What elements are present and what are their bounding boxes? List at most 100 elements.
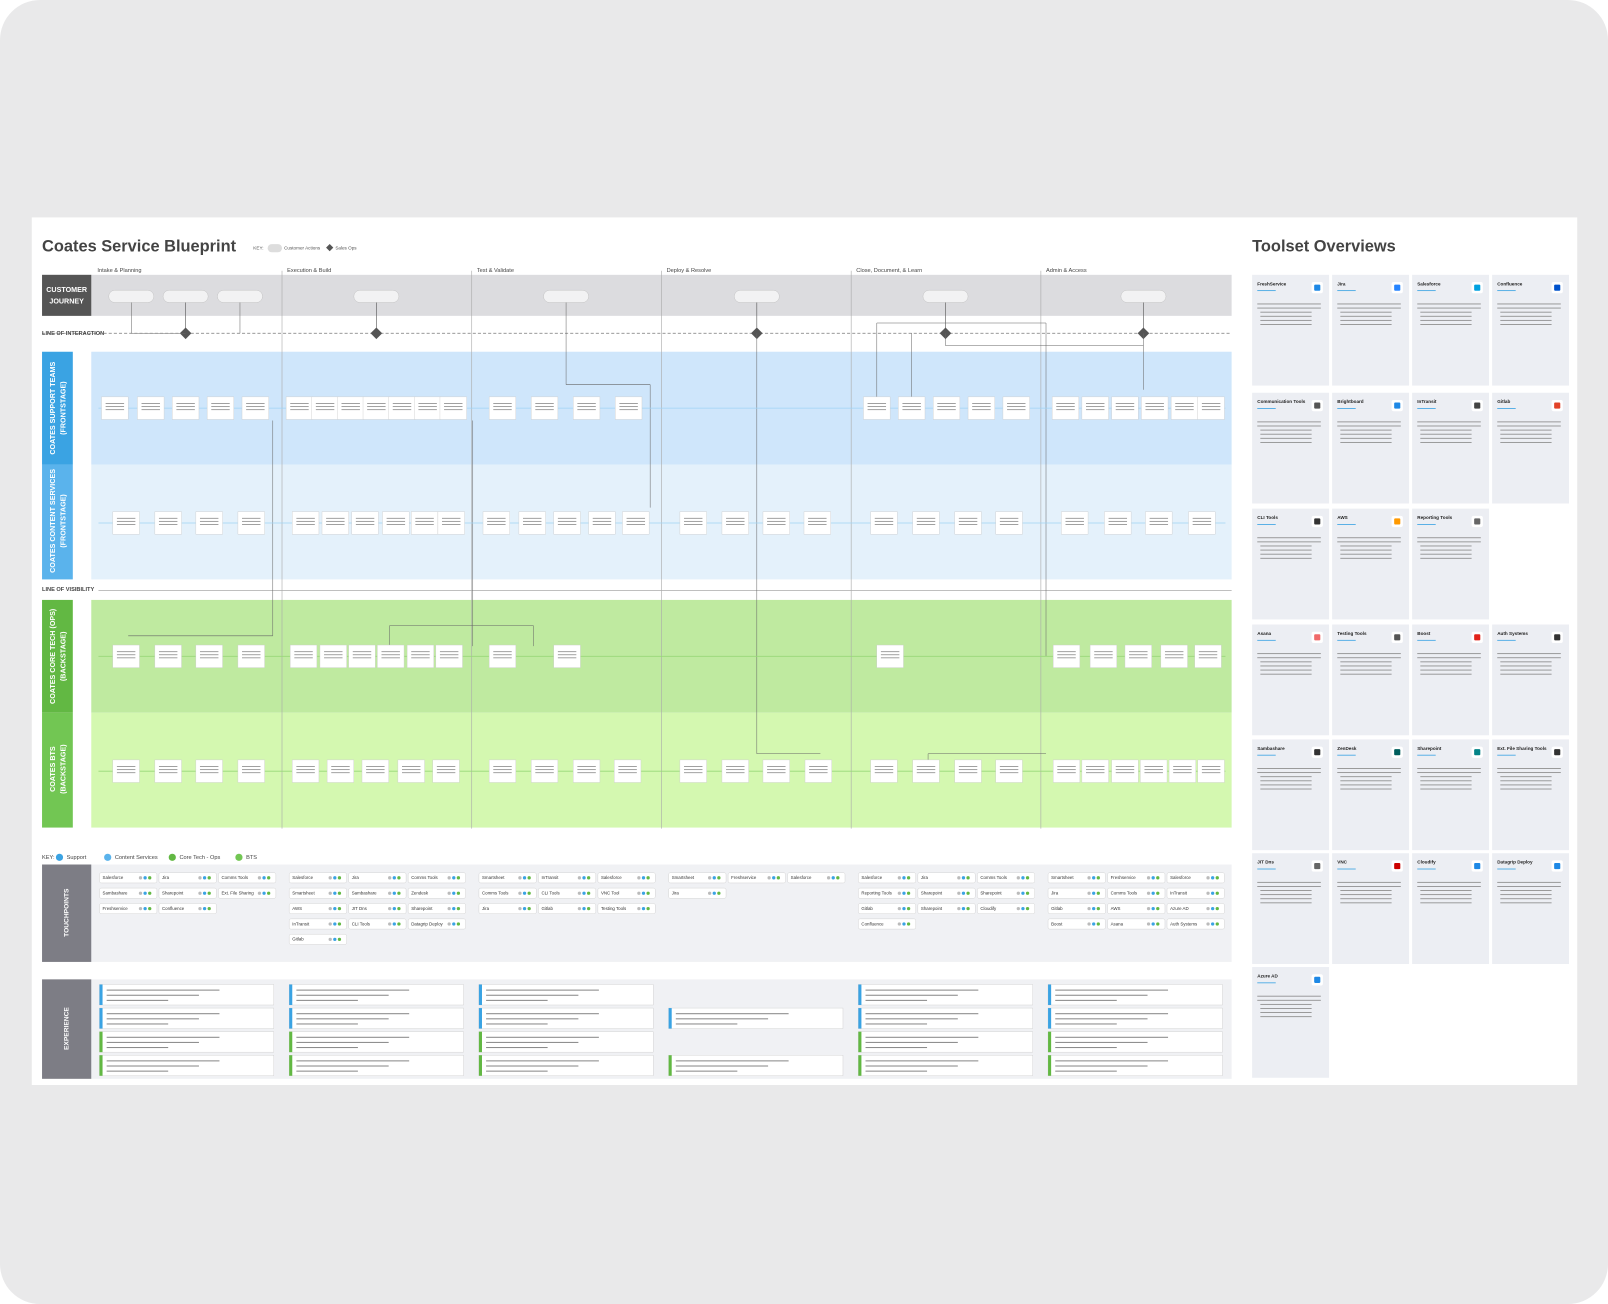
- text-line: [1420, 788, 1472, 790]
- touchpoint-dot: [1146, 906, 1151, 911]
- text-line: [1257, 290, 1276, 292]
- text-line: [116, 769, 136, 771]
- text-line: [418, 409, 437, 411]
- text-line: [1337, 772, 1401, 774]
- step-box: [1052, 644, 1081, 668]
- text-line: [874, 517, 894, 519]
- touchpoint-chip: [727, 872, 786, 884]
- step-box: [439, 396, 467, 420]
- touchpoint-dot: [527, 891, 531, 895]
- text-line: [211, 406, 230, 408]
- key-diamond: [326, 244, 334, 252]
- text-line: [1417, 886, 1481, 887]
- text-line: [1260, 553, 1312, 555]
- text: Freshservice: [103, 906, 129, 911]
- text-line: [557, 651, 577, 653]
- text-line: [1420, 315, 1472, 317]
- diamond: [370, 327, 383, 340]
- text-line: [535, 766, 554, 767]
- touchpoint-chip: [288, 887, 347, 899]
- touchpoint-dot: [717, 876, 721, 880]
- text-line: [392, 406, 412, 408]
- touchpoint-dot: [577, 906, 582, 911]
- touchpoint-chip: [158, 903, 217, 914]
- step-box: [154, 759, 182, 783]
- touchpoint-dot: [518, 906, 522, 911]
- text-line: [158, 657, 178, 659]
- step-box: [804, 759, 832, 783]
- touchpoint-dot: [961, 876, 966, 880]
- text: FreshService: [1257, 281, 1286, 286]
- text-line: [619, 409, 638, 411]
- text-line: [1257, 868, 1276, 870]
- text-line: [1497, 886, 1561, 887]
- step-box: [1081, 396, 1109, 420]
- text-line: [199, 766, 219, 767]
- text-line: [1086, 403, 1105, 404]
- touchpoint-dot: [456, 922, 461, 926]
- text-line: [1055, 1013, 1169, 1015]
- text-line: [1337, 541, 1401, 543]
- touchpoint-dot: [328, 937, 332, 941]
- text-line: [1417, 303, 1481, 305]
- text-line: [1198, 654, 1218, 656]
- text-line: [1149, 517, 1169, 519]
- step-box: [437, 511, 465, 535]
- text-line: [1175, 403, 1194, 404]
- text: InTransit: [541, 875, 559, 880]
- text-line: [1260, 549, 1312, 551]
- text-line: [865, 1060, 979, 1062]
- text-line: [1257, 537, 1321, 539]
- text-line: [366, 766, 385, 767]
- text-line: [1497, 653, 1561, 655]
- experience-bar: [99, 1055, 103, 1076]
- step-box: [1168, 759, 1196, 783]
- text-line: [684, 517, 703, 519]
- text-line: [767, 769, 786, 771]
- step-box: [488, 396, 517, 420]
- text-line: [1420, 437, 1472, 439]
- touchpoint-dot: [148, 891, 152, 895]
- text: Gitlab: [292, 937, 304, 942]
- text-line: [902, 409, 921, 411]
- text-line: [809, 769, 828, 771]
- text-line: [1260, 429, 1312, 431]
- text-line: [106, 1041, 199, 1043]
- text-line: [441, 524, 461, 525]
- text-line: [1337, 303, 1401, 305]
- text-line: [116, 654, 136, 656]
- touchpoint-dot: [1206, 891, 1210, 895]
- text-line: [1417, 772, 1481, 774]
- text-line: [1337, 886, 1401, 887]
- text-line: [958, 524, 978, 525]
- step-box: [377, 644, 405, 668]
- touchpoint-dot: [1096, 891, 1100, 895]
- key-dot: [55, 853, 64, 861]
- text-line: [1086, 772, 1105, 774]
- text-line: [1337, 881, 1401, 883]
- step-box: [1141, 396, 1169, 420]
- touchpoint-dot: [198, 906, 202, 911]
- touchpoint-dot: [456, 906, 461, 911]
- text-line: [1500, 429, 1552, 431]
- experience-bar: [478, 1031, 482, 1053]
- text-line: [381, 651, 400, 653]
- text-line: [326, 517, 345, 519]
- text-line: [411, 651, 430, 653]
- text-line: [294, 651, 313, 653]
- touchpoint-chip: [478, 872, 537, 884]
- text-line: [767, 524, 786, 525]
- text-line: [999, 517, 1019, 519]
- journey-label-bg: [42, 274, 92, 316]
- touchpoint-dot: [897, 906, 902, 911]
- text: Ext. File Sharing: [222, 891, 255, 896]
- step-box: [622, 511, 650, 535]
- step-box: [488, 759, 517, 783]
- touchpoint-chip: [348, 887, 407, 899]
- text-line: [880, 657, 900, 659]
- touchpoint-dot: [957, 876, 961, 880]
- touchpoint-dot: [388, 876, 392, 880]
- text-line: [1115, 406, 1135, 408]
- touchpoint-dot: [202, 876, 207, 880]
- experience-bar: [99, 984, 103, 1005]
